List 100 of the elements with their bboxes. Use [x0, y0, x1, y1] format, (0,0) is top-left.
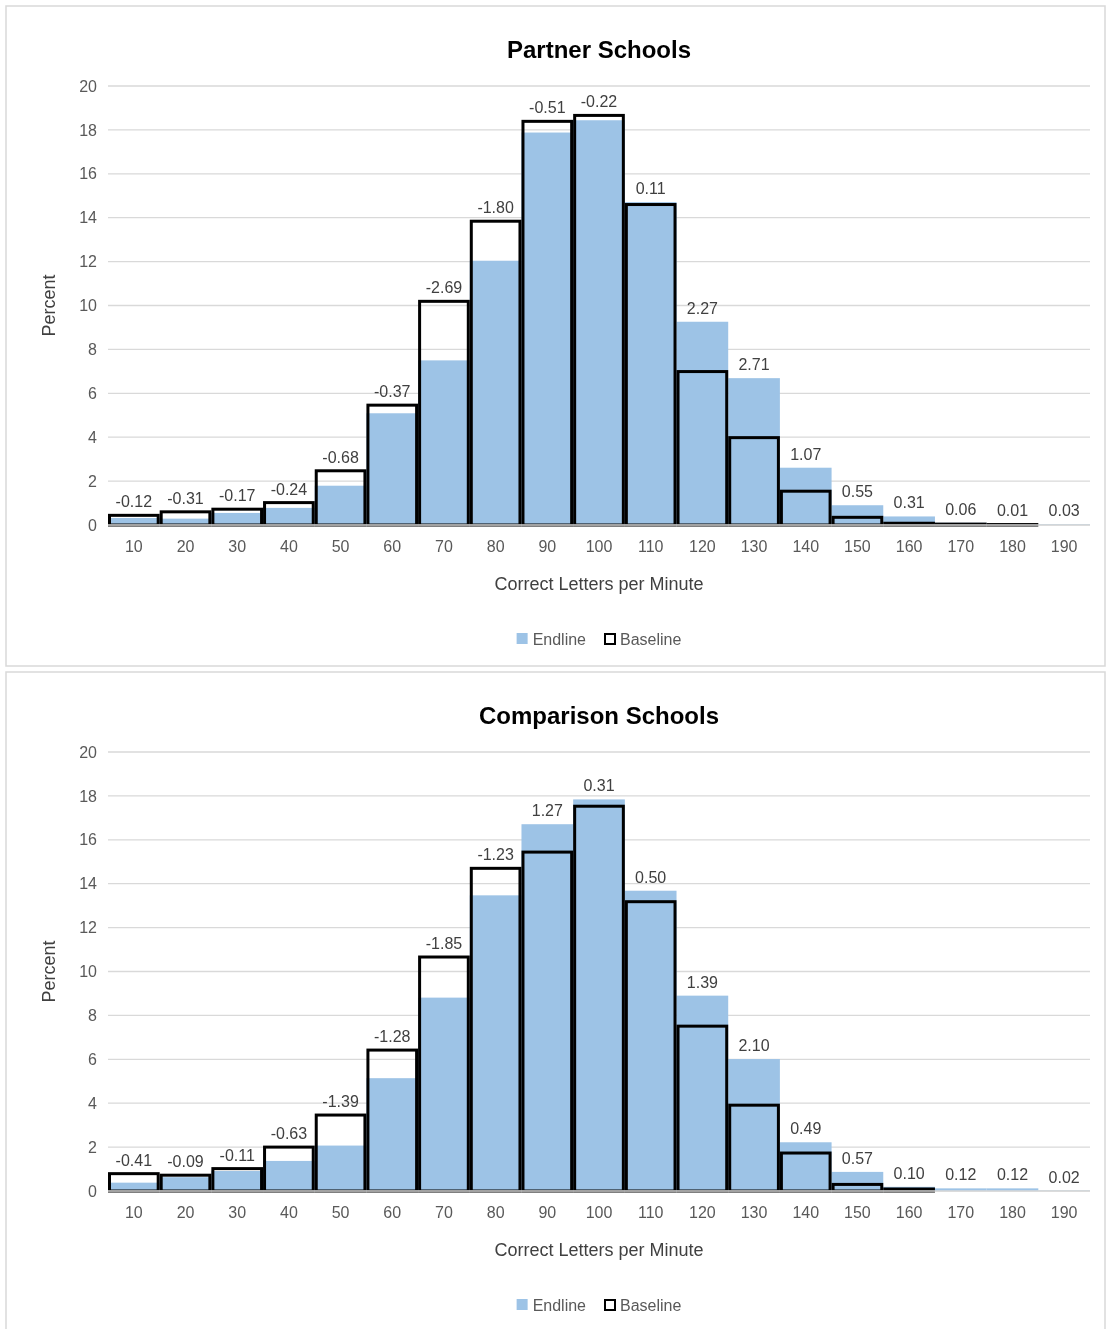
annotation: -0.41: [115, 1151, 153, 1169]
annotation: -0.31: [167, 489, 204, 507]
x-tick-label: 30: [228, 1204, 247, 1222]
annotation: 1.27: [531, 802, 563, 820]
x-tick-label: 150: [844, 538, 871, 556]
legend-label: Baseline: [620, 631, 682, 648]
annotation: 2.27: [686, 299, 719, 317]
legend-label: Endline: [532, 1297, 587, 1314]
x-tick-label: 40: [280, 538, 298, 556]
x-tick-label: 160: [895, 538, 923, 556]
x-tick-label: 180: [999, 1204, 1026, 1222]
annotation: 0.12: [945, 1166, 977, 1184]
annotation: 0.03: [1048, 502, 1080, 520]
annotation: -0.11: [219, 1146, 255, 1164]
x-tick-label: 170: [947, 1204, 975, 1222]
y-tick-label: 0: [88, 516, 98, 534]
annotation: 0.49: [790, 1120, 822, 1138]
y-tick-label: 14: [79, 209, 98, 227]
annotation: 0.01: [996, 502, 1029, 520]
y-tick-label: 8: [88, 341, 98, 359]
x-tick-label: 50: [331, 1204, 350, 1222]
y-tick-label: 20: [79, 77, 98, 95]
x-tick-label: 10: [124, 1204, 143, 1222]
x-axis-title: Correct Letters per Minute: [494, 1240, 704, 1260]
y-tick-label: 6: [88, 1050, 98, 1068]
x-tick-label: 130: [740, 1204, 768, 1222]
annotation: 0.11: [635, 180, 666, 198]
x-tick-label: 10: [124, 538, 143, 556]
annotation: 0.06: [945, 500, 977, 518]
annotation: -0.22: [580, 93, 618, 111]
annotation: -1.23: [477, 846, 514, 864]
annotation: 0.31: [893, 494, 925, 512]
x-tick-label: 110: [637, 1204, 664, 1222]
annotation: -1.85: [425, 935, 463, 953]
legend-label: Baseline: [620, 1297, 682, 1314]
x-tick-label: 20: [176, 538, 195, 556]
x-tick-label: 90: [538, 1204, 557, 1222]
y-tick-label: 0: [88, 1182, 98, 1200]
y-tick-label: 4: [88, 428, 98, 446]
annotation: 1.07: [790, 445, 822, 463]
y-tick-label: 2: [88, 472, 98, 490]
annotation: -0.51: [529, 99, 566, 117]
y-tick-label: 16: [79, 165, 98, 183]
x-tick-label: 140: [792, 1204, 820, 1222]
annotation: -0.24: [270, 480, 308, 498]
annotation: -1.28: [374, 1028, 411, 1046]
annotation: 0.10: [893, 1164, 925, 1182]
y-tick-label: 14: [79, 875, 98, 893]
x-tick-label: 100: [585, 1204, 613, 1222]
annotation: 0.31: [583, 777, 615, 795]
x-tick-label: 140: [792, 538, 820, 556]
x-tick-label: 70: [435, 538, 453, 556]
x-tick-label: 70: [435, 1204, 453, 1222]
annotation: 0.12: [996, 1166, 1029, 1184]
annotation: 0.55: [841, 483, 874, 501]
x-axis-title: Correct Letters per Minute: [494, 574, 704, 594]
y-tick-label: 12: [79, 253, 98, 271]
annotation: 0.57: [841, 1149, 874, 1167]
annotation: -0.17: [218, 487, 256, 505]
legend-label: Endline: [532, 631, 587, 648]
y-axis-title: Percent: [39, 274, 59, 337]
x-tick-label: 80: [486, 538, 505, 556]
y-axis-title: Percent: [39, 940, 59, 1003]
annotation: -0.09: [167, 1153, 204, 1171]
x-tick-label: 120: [689, 538, 716, 556]
y-tick-label: 10: [79, 297, 98, 315]
x-tick-label: 120: [689, 1204, 716, 1222]
chart-title: Partner Schools: [506, 36, 692, 63]
annotation: -1.80: [477, 199, 514, 217]
y-tick-label: 4: [88, 1094, 98, 1112]
x-tick-label: 90: [538, 538, 557, 556]
x-tick-label: 100: [585, 538, 613, 556]
annotation: -0.37: [374, 383, 411, 401]
y-tick-label: 8: [88, 1007, 98, 1025]
x-tick-label: 170: [947, 538, 975, 556]
x-tick-label: 110: [637, 538, 664, 556]
x-tick-label: 160: [895, 1204, 923, 1222]
x-tick-label: 190: [1050, 538, 1078, 556]
y-tick-label: 18: [79, 121, 98, 139]
annotation: -0.63: [270, 1125, 308, 1143]
x-tick-label: 20: [176, 1204, 195, 1222]
y-tick-label: 2: [88, 1138, 98, 1156]
annotation: 0.02: [1048, 1168, 1080, 1186]
chart-title: Comparison Schools: [478, 702, 720, 729]
annotation: 1.39: [686, 973, 719, 991]
annotation: 0.50: [635, 868, 667, 886]
annotation: -1.39: [322, 1093, 359, 1111]
x-tick-label: 150: [844, 1204, 871, 1222]
annotation: -0.12: [115, 493, 153, 511]
x-tick-label: 80: [486, 1204, 505, 1222]
x-tick-label: 50: [331, 538, 350, 556]
y-tick-label: 16: [79, 831, 98, 849]
x-tick-label: 60: [383, 538, 402, 556]
x-tick-label: 190: [1050, 1204, 1078, 1222]
y-tick-label: 10: [79, 963, 98, 981]
annotation: -2.69: [425, 279, 463, 297]
y-tick-label: 6: [88, 384, 98, 402]
x-tick-label: 60: [383, 1204, 402, 1222]
y-tick-label: 20: [79, 743, 98, 761]
x-tick-label: 30: [228, 538, 247, 556]
